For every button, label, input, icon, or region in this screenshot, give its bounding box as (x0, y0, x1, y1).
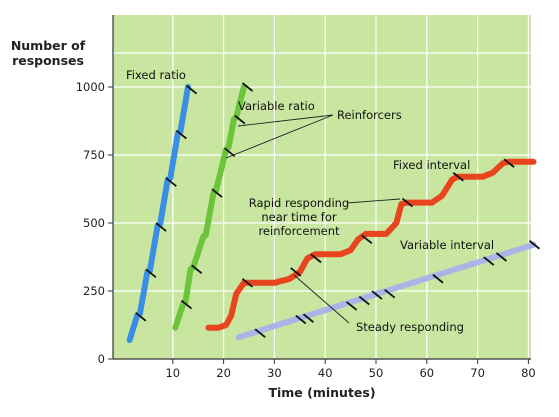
annotation-leaders (225, 114, 401, 324)
reinforcer-mark (241, 278, 254, 288)
reinforcer-mark (483, 256, 495, 266)
x-tick-label: 70 (470, 366, 485, 380)
label-fixed-interval: Fixed interval (393, 158, 470, 172)
y-axis-title: Number of responses (10, 38, 86, 68)
x-tick-labels: 10 20 30 40 50 60 70 80 (165, 359, 536, 380)
reinforcer-mark (191, 264, 203, 274)
x-tick-label: 50 (369, 366, 384, 380)
reinforcer-mark (452, 172, 464, 182)
reinforcer-mark (254, 328, 266, 338)
reinforcer-mark (401, 197, 414, 208)
label-reinforcers: Reinforcers (337, 108, 402, 122)
reinforcer-mark (528, 240, 541, 250)
x-tick-label: 30 (267, 366, 282, 380)
x-tick-label: 40 (318, 366, 333, 380)
x-tick-label: 20 (216, 366, 231, 380)
label-rapid-3: reinforcement (258, 224, 340, 238)
reinforcer-mark (135, 312, 147, 322)
reinforcer-mark (358, 295, 370, 306)
reinforcer-mark (175, 129, 187, 140)
grid-lines (113, 15, 531, 359)
reinforcer-mark (290, 267, 302, 277)
reinforcer-mark (186, 85, 198, 95)
label-variable-ratio: Variable ratio (238, 99, 315, 113)
x-axis-title: Time (minutes) (268, 385, 375, 400)
reinforcer-mark (180, 299, 193, 310)
y-tick-label: 500 (83, 216, 105, 230)
reinforcer-mark (145, 268, 157, 279)
reinforcer-mark (361, 234, 373, 245)
label-variable-interval: Variable interval (400, 238, 494, 252)
reinforcer-mark (310, 253, 322, 264)
reinforcer-mark (165, 177, 177, 187)
x-tick-label: 10 (165, 366, 180, 380)
series-variable-ratio (172, 84, 247, 331)
y-tick-label: 750 (83, 148, 105, 162)
y-tick-label: 250 (83, 284, 105, 298)
plot-background (113, 15, 531, 359)
reinforcer-mark (495, 252, 508, 262)
reinforcer-mark (241, 82, 254, 92)
reinforcer-marks (135, 82, 541, 338)
x-tick-label: 60 (419, 366, 434, 380)
reinforcer-mark (234, 114, 246, 125)
reinforcer-mark (503, 158, 515, 168)
label-rapid-1: Rapid responding (249, 196, 350, 210)
label-rapid-2: near time for (261, 210, 337, 224)
label-fixed-ratio: Fixed ratio (126, 68, 186, 82)
reinforcer-mark (302, 313, 314, 323)
y-tick-label: 0 (98, 352, 105, 366)
axes (112, 15, 531, 360)
reinforcer-mark (371, 290, 383, 300)
y-tick-labels: 0 250 500 750 1000 (76, 80, 113, 366)
reinforcer-mark (155, 222, 167, 232)
y-tick-label: 1000 (76, 80, 105, 94)
reinforcer-mark (211, 188, 223, 198)
reinforcer-mark (384, 289, 396, 299)
reinforcer-mark (432, 274, 444, 284)
reinforcer-mark (295, 314, 307, 325)
x-tick-label: 80 (521, 366, 536, 380)
label-steady: Steady responding (356, 320, 464, 334)
reinforcer-mark (346, 301, 358, 311)
